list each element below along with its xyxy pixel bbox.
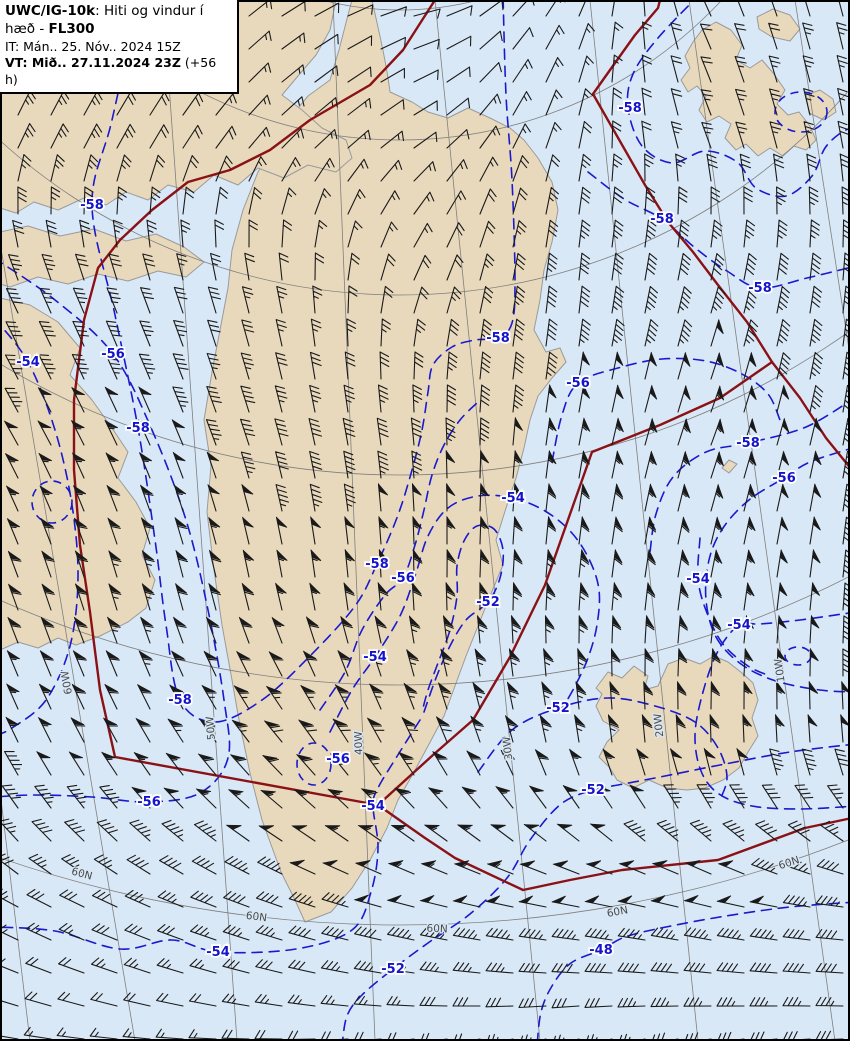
fir-boundary xyxy=(591,0,774,364)
isotherm-value-label: -58 xyxy=(168,693,192,708)
isotherm-line xyxy=(626,0,850,198)
isotherm-value-label: -58 xyxy=(650,212,674,227)
longitude-label: 30W xyxy=(501,735,515,760)
latitude-line xyxy=(0,575,850,686)
isotherm-line xyxy=(536,901,850,1041)
longitude-label: 10W xyxy=(772,657,787,683)
isotherm-value-label: -54 xyxy=(686,572,710,587)
isotherm-line xyxy=(694,612,850,810)
isotherm-line xyxy=(551,357,781,463)
valid-time: VT: Mið.. 27.11.2024 23Z (+56 h) xyxy=(5,55,217,87)
isotherm-value-label: -48 xyxy=(589,943,613,958)
isotherm-oval xyxy=(774,91,828,133)
latitude-line xyxy=(320,0,480,11)
issue-time: IT: Mán.. 25. Nóv.. 2024 15Z xyxy=(5,38,181,54)
isotherm-line xyxy=(0,323,79,735)
fir-boundary xyxy=(376,803,850,892)
latitude-label: 60N xyxy=(245,910,268,924)
isotherm-value-label: -56 xyxy=(566,376,590,391)
latitude-label: 60N xyxy=(606,904,629,920)
isotherm-value-label: -54 xyxy=(206,945,230,960)
longitude-line xyxy=(332,0,376,1041)
isotherm-line xyxy=(421,524,505,713)
longitude-line xyxy=(794,0,850,359)
isotherm-line xyxy=(319,401,479,711)
longitude-label: 20W xyxy=(652,712,666,737)
isotherm-oval xyxy=(31,480,73,524)
longitude-line xyxy=(0,240,136,1041)
isotherm-value-label: -54 xyxy=(361,799,385,814)
latitude-label: 60N xyxy=(426,923,448,936)
isotherm-line xyxy=(649,399,850,553)
isotherm-value-label: -52 xyxy=(581,783,605,798)
isotherm-line xyxy=(477,697,728,801)
isotherm-value-label: -56 xyxy=(101,347,125,362)
latitude-line xyxy=(77,0,723,141)
isotherm-line xyxy=(0,261,231,803)
isotherm-value-label: -58 xyxy=(126,421,150,436)
isotherm-value-label: -58 xyxy=(486,331,510,346)
isotherm-value-label: -56 xyxy=(391,571,415,586)
isotherm-line xyxy=(329,494,601,733)
longitude-line xyxy=(688,0,836,1041)
longitude-label: 50W xyxy=(204,715,218,740)
isotherm-line xyxy=(704,448,850,693)
isotherm-value-label: -54 xyxy=(501,491,525,506)
fir-boundary xyxy=(770,360,850,470)
nordaustlandet-landmass xyxy=(756,8,801,42)
isotherm-value-label: -52 xyxy=(476,595,500,610)
jan-mayen-landmass xyxy=(721,459,738,474)
isotherm-value-label: -54 xyxy=(16,355,40,370)
isotherm-line xyxy=(696,537,771,677)
latitude-line xyxy=(0,838,850,926)
chart-title: UWC/IG-10k: Hiti og vindur í hæð - FL300 xyxy=(5,3,204,37)
svalbard-landmass xyxy=(680,21,817,157)
isotherm-value-label: -52 xyxy=(546,701,570,716)
longitude-label: 40W xyxy=(353,730,366,755)
isotherm-labels: -58-58-58-58-58-58-58-58-58-56-56-56-56-… xyxy=(15,99,798,979)
isotherm-line xyxy=(341,743,850,1041)
fir-boundary-lines xyxy=(72,0,850,892)
isotherm-line xyxy=(0,719,421,954)
isotherm-value-label: -54 xyxy=(363,650,387,665)
isotherm-value-label: -58 xyxy=(748,281,772,296)
fir-boundary xyxy=(376,360,774,807)
isotherm-oval xyxy=(296,742,332,786)
isotherm-value-label: -52 xyxy=(381,962,405,977)
wind-barb-pennants xyxy=(3,318,850,904)
isotherm-value-label: -56 xyxy=(772,471,796,486)
isotherm-value-label: -58 xyxy=(80,198,104,213)
isotherm-line xyxy=(91,0,516,723)
longitude-line xyxy=(162,0,238,1041)
latitude-line xyxy=(0,330,850,476)
title-block: UWC/IG-10k: Hiti og vindur í hæð - FL300… xyxy=(0,0,239,95)
isotherm-value-label: -56 xyxy=(137,795,161,810)
greenland-landmass xyxy=(203,0,567,923)
longitude-label: 60W xyxy=(59,669,75,695)
latitude-line xyxy=(0,88,850,296)
isotherm-value-label: -56 xyxy=(326,752,350,767)
isotherm-value-label: -58 xyxy=(736,436,760,451)
longitude-line xyxy=(589,0,699,1041)
isotherm-value-label: -58 xyxy=(365,557,389,572)
isotherm-value-label: -54 xyxy=(727,618,751,633)
isotherm-value-label: -58 xyxy=(618,101,642,116)
